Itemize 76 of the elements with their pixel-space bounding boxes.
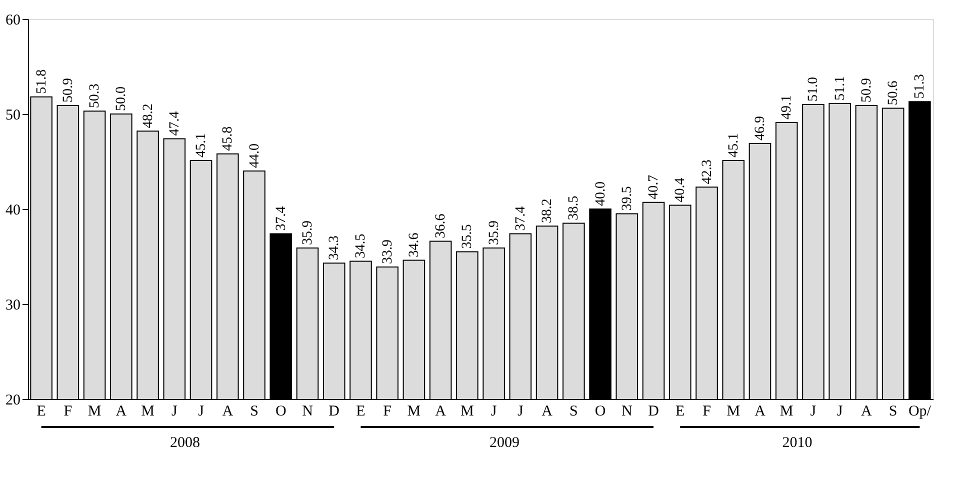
data-label: 45.1 <box>726 133 742 158</box>
x-tick-label: M <box>407 404 421 420</box>
data-label: 38.5 <box>566 196 582 220</box>
data-label: 46.9 <box>752 116 768 140</box>
data-label: 40.7 <box>646 174 662 200</box>
data-label: 50.6 <box>886 80 902 106</box>
x-tick-label: J <box>836 404 843 420</box>
data-label: 45.1 <box>194 133 210 158</box>
data-label: 49.1 <box>780 95 795 120</box>
data-label: 37.4 <box>513 206 528 231</box>
data-label: 33.9 <box>380 239 396 264</box>
data-label: 47.4 <box>167 111 182 136</box>
x-tick-label: F <box>64 404 72 420</box>
data-label: 51.3 <box>912 74 928 99</box>
data-label: 50.3 <box>88 84 103 108</box>
x-tick-label: O <box>275 404 286 420</box>
data-label: 38.2 <box>540 198 556 224</box>
x-tick-label: A <box>542 404 553 420</box>
data-label: 51.1 <box>832 76 848 101</box>
data-label: 36.6 <box>434 214 449 238</box>
data-label: 50.9 <box>859 78 874 102</box>
data-label: 34.5 <box>354 234 369 258</box>
x-tick-label: E <box>356 404 366 420</box>
x-tick-label: J <box>490 404 497 420</box>
data-label: 37.4 <box>274 206 289 231</box>
data-label: 50.9 <box>60 78 76 102</box>
y-tick-label: 60 <box>6 12 20 28</box>
data-label: 51.0 <box>806 77 822 102</box>
data-label: 42.3 <box>700 160 715 184</box>
x-tick-label: S <box>250 404 258 420</box>
x-tick-label: A <box>116 404 127 420</box>
x-tick-label: N <box>621 404 632 420</box>
x-tick-label: E <box>36 404 46 420</box>
data-label: 50.0 <box>114 86 130 111</box>
data-label: 35.9 <box>486 220 502 245</box>
y-tick-label: 50 <box>6 108 20 124</box>
x-tick-label: M <box>780 404 794 420</box>
x-tick-label: N <box>302 404 314 420</box>
x-tick-label: E <box>676 404 685 420</box>
data-label: 40.4 <box>673 178 688 202</box>
x-tick-label: M <box>88 404 102 420</box>
x-tick-label: Op/ <box>908 404 932 420</box>
x-tick-label: J <box>810 404 816 420</box>
x-tick-label: J <box>171 404 178 420</box>
x-tick-label: S <box>569 404 578 420</box>
data-label: 35.5 <box>460 224 476 249</box>
x-tick-label: F <box>702 404 711 420</box>
data-label: 34.3 <box>327 236 342 260</box>
x-tick-label: A <box>222 404 234 420</box>
x-tick-label: D <box>648 404 660 420</box>
data-label: 40.0 <box>593 182 608 206</box>
text: 2009 <box>489 435 520 451</box>
x-tick-label: J <box>198 404 204 420</box>
x-tick-label: D <box>328 404 340 420</box>
x-tick-label: S <box>888 404 898 420</box>
x-tick-label: A <box>861 404 872 420</box>
x-tick-label: M <box>726 404 740 420</box>
data-label: 51.8 <box>34 69 50 94</box>
data-label: 35.9 <box>300 220 316 245</box>
text: 2008 <box>170 435 200 451</box>
y-tick-label: 30 <box>6 298 20 314</box>
x-tick-label: O <box>594 404 606 420</box>
text: 2010 <box>782 435 812 451</box>
data-label: 45.8 <box>220 126 236 151</box>
x-tick-label: A <box>435 404 446 420</box>
x-tick-label: A <box>754 404 766 420</box>
data-label: 44.0 <box>247 144 262 168</box>
data-label: 39.5 <box>620 186 635 211</box>
x-tick-label: M <box>141 404 154 420</box>
data-label: 48.2 <box>140 104 156 128</box>
data-label: 34.6 <box>406 232 422 258</box>
y-tick-label: 40 <box>6 202 20 218</box>
x-tick-label: J <box>518 404 524 420</box>
x-tick-label: F <box>383 404 392 420</box>
y-tick-label: 20 <box>6 392 20 408</box>
x-tick-label: M <box>460 404 474 420</box>
